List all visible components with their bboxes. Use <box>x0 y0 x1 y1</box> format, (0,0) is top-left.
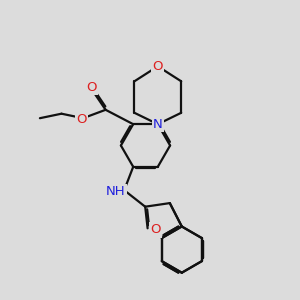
Text: O: O <box>152 60 163 73</box>
Text: O: O <box>150 223 161 236</box>
Text: O: O <box>86 81 97 94</box>
Text: O: O <box>76 113 87 126</box>
Text: N: N <box>153 118 163 131</box>
Text: NH: NH <box>106 185 126 198</box>
